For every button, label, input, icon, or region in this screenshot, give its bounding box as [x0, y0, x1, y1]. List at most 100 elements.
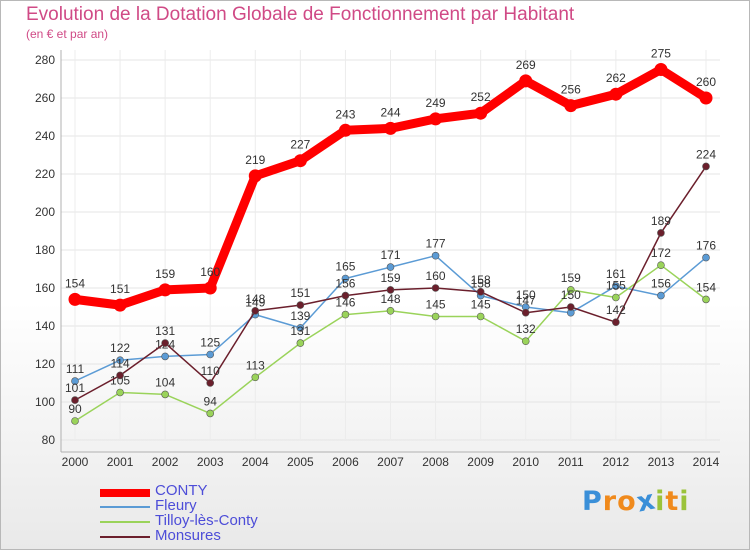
data-label-fleury: 149: [245, 296, 265, 310]
y-tick-label: 100: [35, 395, 55, 409]
data-point-conty: [519, 74, 533, 88]
data-label-fleury: 165: [335, 260, 355, 274]
data-label-fleury: 122: [110, 341, 130, 355]
data-point-fleury: [612, 282, 620, 290]
data-label-fleury: 161: [606, 267, 626, 281]
data-point-conty: [293, 154, 307, 168]
data-label-monsures: 150: [561, 288, 581, 302]
legend-swatch: [100, 521, 150, 523]
data-point-monsures: [296, 301, 305, 309]
proxiti-logo: Proxiti: [582, 484, 690, 518]
y-tick-label: 220: [35, 167, 55, 181]
legend-swatch: [100, 506, 150, 508]
data-point-fleury: [206, 350, 215, 359]
data-point-monsures: [386, 286, 395, 294]
data-label-fleury: 139: [290, 309, 310, 323]
x-tick-label: 2010: [512, 455, 539, 469]
data-label-conty: 160: [200, 265, 220, 279]
x-tick-label: 2000: [62, 455, 89, 469]
data-point-conty: [113, 298, 127, 312]
data-point-monsures: [161, 339, 169, 347]
data-point-tilloy-l-s-conty: [341, 310, 350, 319]
data-label-tilloy-l-s-conty: 172: [651, 246, 671, 260]
data-label-fleury: 158: [471, 277, 491, 291]
data-point-monsures: [702, 162, 710, 171]
data-point-monsures: [566, 303, 575, 311]
y-tick-label: 160: [35, 281, 55, 295]
x-tick-label: 2005: [287, 455, 314, 469]
data-point-monsures: [521, 308, 530, 317]
data-point-conty: [384, 121, 397, 135]
data-point-tilloy-l-s-conty: [296, 339, 305, 347]
data-label-conty: 260: [696, 75, 716, 89]
data-point-tilloy-l-s-conty: [71, 417, 79, 425]
data-point-fleury: [657, 291, 665, 300]
data-label-tilloy-l-s-conty: 131: [290, 324, 310, 338]
data-label-monsures: 114: [111, 356, 130, 370]
data-label-fleury: 177: [426, 237, 446, 251]
data-label-tilloy-l-s-conty: 104: [155, 375, 175, 389]
data-point-tilloy-l-s-conty: [657, 261, 665, 270]
data-label-conty: 159: [155, 267, 175, 281]
data-point-conty: [699, 91, 713, 105]
data-point-monsures: [251, 306, 260, 315]
logo-letter: r: [602, 486, 618, 517]
logo-letter: o: [617, 486, 637, 517]
y-tick-label: 80: [42, 433, 56, 447]
data-label-tilloy-l-s-conty: 90: [68, 402, 82, 416]
data-point-fleury: [116, 356, 124, 365]
data-label-fleury: 156: [651, 277, 671, 291]
data-point-conty: [474, 106, 488, 120]
y-tick-label: 180: [35, 243, 55, 257]
data-point-tilloy-l-s-conty: [206, 409, 215, 418]
data-label-conty: 244: [380, 105, 400, 119]
data-label-conty: 262: [606, 71, 626, 85]
data-label-conty: 275: [651, 47, 671, 61]
data-label-conty: 256: [561, 83, 581, 97]
data-point-conty: [429, 112, 443, 126]
data-point-fleury: [296, 324, 305, 332]
data-point-tilloy-l-s-conty: [702, 295, 710, 304]
data-label-conty: 154: [65, 276, 85, 290]
y-tick-label: 260: [35, 91, 55, 105]
x-tick-label: 2008: [422, 455, 449, 469]
data-label-monsures: 142: [606, 303, 626, 317]
data-label-fleury: 125: [200, 336, 220, 350]
data-label-conty: 151: [110, 282, 130, 296]
logo-letter: P: [582, 486, 603, 517]
data-label-monsures: 158: [471, 273, 491, 287]
y-tick-label: 240: [35, 129, 55, 143]
data-label-monsures: 159: [380, 271, 400, 285]
x-tick-label: 2001: [107, 455, 134, 469]
data-label-conty: 219: [245, 153, 265, 167]
data-point-tilloy-l-s-conty: [476, 312, 485, 321]
data-label-monsures: 151: [290, 286, 310, 300]
data-point-tilloy-l-s-conty: [521, 337, 530, 346]
legend-label: Tilloy-lès-Conty: [155, 512, 258, 529]
data-label-fleury: 176: [696, 239, 716, 253]
legend-swatch: [100, 489, 150, 497]
data-label-tilloy-l-s-conty: 94: [204, 394, 218, 408]
data-point-conty: [564, 99, 578, 113]
data-label-tilloy-l-s-conty: 159: [561, 271, 581, 285]
data-point-fleury: [386, 263, 395, 271]
data-point-conty: [158, 283, 172, 297]
data-point-tilloy-l-s-conty: [251, 373, 260, 382]
data-point-monsures: [431, 284, 440, 292]
x-tick-label: 2003: [197, 455, 224, 469]
data-label-monsures: 156: [335, 277, 355, 291]
y-tick-label: 200: [35, 205, 55, 219]
data-point-monsures: [206, 379, 215, 387]
y-tick-label: 120: [35, 357, 55, 371]
data-label-tilloy-l-s-conty: 105: [110, 374, 130, 388]
data-point-monsures: [476, 287, 485, 296]
data-label-fleury: 150: [516, 288, 536, 302]
legend-label: CONTY: [155, 482, 208, 499]
data-point-fleury: [161, 352, 169, 361]
data-label-monsures: 148: [245, 292, 265, 306]
data-point-fleury: [341, 274, 350, 283]
data-point-conty: [609, 87, 623, 101]
data-label-tilloy-l-s-conty: 148: [380, 292, 400, 306]
